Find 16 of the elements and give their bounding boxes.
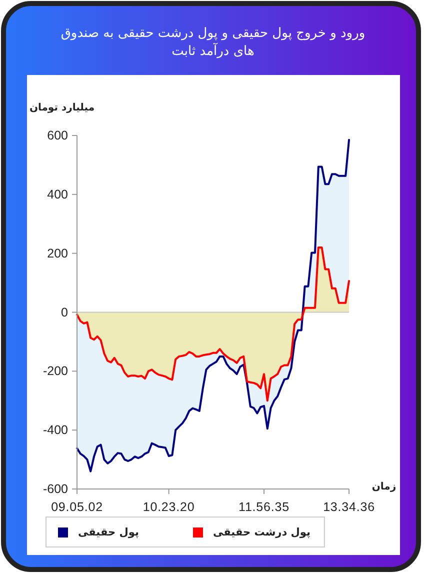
x-tick-label: 11.56.35: [238, 500, 290, 514]
y-tick-label: -600: [42, 482, 68, 496]
y-tick-label: 400: [47, 187, 68, 202]
y-tick-label: 600: [47, 128, 68, 142]
y-tick-label: 200: [47, 246, 68, 260]
y-tick-label: -200: [42, 364, 68, 378]
x-tick-label: 09.05.02: [51, 500, 103, 514]
y-axis-title: میلیارد تومان: [29, 102, 95, 114]
y-tick-label: 0: [61, 305, 68, 320]
chart-title: ورود و خروج پول حقیقی و پول درشت حقیقی به صندوق های درآمد ثابت: [60, 25, 366, 61]
x-axis-title: زمان: [372, 482, 396, 492]
x-tick-label: 13.34.36: [323, 500, 375, 514]
legend-label: پول حقیقی: [78, 526, 139, 538]
legend-label: پول درشت حقیقی: [213, 526, 310, 538]
x-tick-label: 10.23.20: [142, 500, 195, 514]
y-tick-label: -400: [42, 423, 68, 438]
